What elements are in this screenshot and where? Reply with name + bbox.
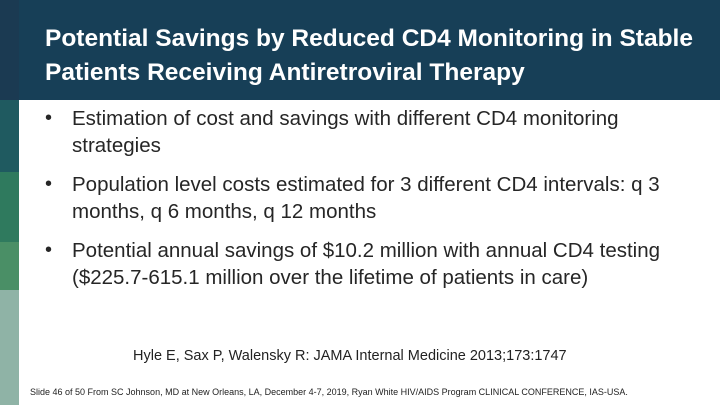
- bullet-text: Population level costs estimated for 3 d…: [72, 173, 660, 223]
- bullet-marker: •: [45, 239, 53, 261]
- slide-footer: Slide 46 of 50 From SC Johnson, MD at Ne…: [30, 387, 628, 397]
- citation: Hyle E, Sax P, Walensky R: JAMA Internal…: [133, 348, 567, 364]
- bullet-list: • Estimation of cost and savings with di…: [40, 105, 705, 303]
- bullet-text: Estimation of cost and savings with diff…: [72, 107, 619, 157]
- bullet-text: Potential annual savings of $10.2 millio…: [72, 239, 661, 289]
- side-accent-strip: [0, 0, 19, 100]
- title-bar: [19, 0, 720, 100]
- bullet-item: • Population level costs estimated for 3…: [40, 171, 705, 225]
- side-accent-strip: [0, 242, 19, 290]
- slide-title: Potential Savings by Reduced CD4 Monitor…: [45, 25, 693, 86]
- side-accent-strip: [0, 100, 19, 172]
- bullet-item: • Potential annual savings of $10.2 mill…: [40, 237, 705, 291]
- side-accent-strip: [0, 172, 19, 242]
- side-accent-strip: [0, 290, 19, 405]
- bullet-item: • Estimation of cost and savings with di…: [40, 105, 705, 159]
- bullet-marker: •: [45, 107, 53, 129]
- bullet-marker: •: [45, 173, 53, 195]
